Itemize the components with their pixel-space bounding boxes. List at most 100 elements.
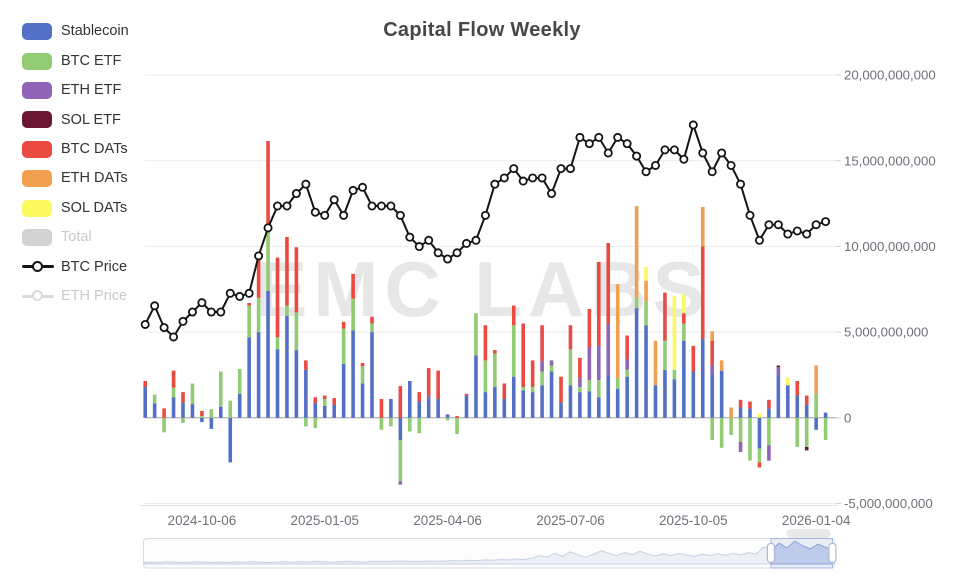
btc-price-marker <box>452 248 462 258</box>
bar-segment <box>322 395 327 399</box>
watermark: EMC LABS <box>255 245 710 333</box>
btc-price-marker <box>216 307 226 317</box>
bar-segment <box>615 388 620 418</box>
legend-item-btc-etf[interactable]: BTC ETF <box>22 46 129 75</box>
bar-segment <box>341 321 346 329</box>
legend-item-eth-etf[interactable]: ETH ETF <box>22 76 129 105</box>
sol-dats-swatch-icon <box>22 199 52 217</box>
bar-segment <box>597 345 601 381</box>
bar-segment <box>597 261 601 346</box>
datazoom-data-shadow <box>144 540 834 565</box>
legend-item-total[interactable]: Total <box>22 223 129 252</box>
bar-segment <box>663 292 667 341</box>
bar-segment <box>587 308 592 348</box>
y-axis-label: 20,000,000,000 <box>844 68 936 83</box>
bar-segment <box>729 417 733 435</box>
bar-segment <box>625 369 629 377</box>
bar-segment <box>162 408 166 418</box>
legend-label: ETH Price <box>61 287 128 304</box>
bar-segment <box>606 242 611 324</box>
bar-segment <box>181 392 185 403</box>
bar-segment <box>417 392 422 402</box>
bar-segment <box>530 392 535 418</box>
bar-segment <box>389 417 393 427</box>
btc-price-marker <box>537 173 547 183</box>
bar-segment <box>606 323 611 375</box>
bar-segment <box>483 392 488 418</box>
bar-segment <box>143 386 147 418</box>
legend-label: SOL DATs <box>61 199 128 216</box>
datazoom-handle-right[interactable] <box>828 542 837 564</box>
bar-segment <box>266 290 270 418</box>
btc-price-marker <box>783 229 793 239</box>
bar-segment <box>190 383 195 405</box>
bar-segment <box>757 417 762 449</box>
bar-segment <box>748 401 752 409</box>
bar-segment <box>814 417 818 430</box>
bar-segment <box>209 417 214 429</box>
bar-segment <box>474 355 478 418</box>
btc-price-marker <box>358 182 368 192</box>
legend-label: ETH ETF <box>61 82 122 99</box>
bar-segment <box>445 417 450 421</box>
legend-item-sol-dats[interactable]: SOL DATs <box>22 193 129 222</box>
btc-price-marker <box>802 229 812 239</box>
sol-etf-swatch-icon <box>22 111 52 129</box>
btc-price-marker <box>424 235 434 245</box>
bar-segment <box>530 360 535 387</box>
bar-segment <box>171 370 176 388</box>
legend-item-sol-etf[interactable]: SOL ETF <box>22 105 129 134</box>
y-axis-label: 15,000,000,000 <box>844 153 936 168</box>
bar-segment <box>615 378 620 389</box>
bar-segment <box>408 417 412 432</box>
legend-item-btc-dats[interactable]: BTC DATs <box>22 135 129 164</box>
bar-segment <box>304 417 308 427</box>
bar-segment <box>738 407 743 418</box>
bar-segment <box>370 323 374 333</box>
bar-segment <box>587 347 592 381</box>
bar-segment <box>644 280 648 302</box>
btc-price-marker <box>471 235 481 245</box>
legend-item-eth-dats[interactable]: ETH DATs <box>22 164 129 193</box>
bar-segment <box>304 360 308 370</box>
bar-segment <box>398 386 403 418</box>
bar-segment <box>351 298 355 331</box>
bar-segment <box>483 360 488 393</box>
bar-segment <box>417 401 422 418</box>
btc-price-marker <box>348 185 358 195</box>
datazoom-slider[interactable] <box>143 529 837 569</box>
legend-item-stablecoin[interactable]: Stablecoin <box>22 17 129 46</box>
btc-price-marker <box>367 201 377 211</box>
bar-segment <box>426 398 431 418</box>
bar-segment <box>493 350 497 354</box>
bar-segment <box>578 392 582 418</box>
bar-segment <box>398 481 403 485</box>
bar-segment <box>767 417 771 446</box>
bar-segment <box>285 305 289 316</box>
bar-segment <box>757 448 762 463</box>
bar-segment <box>682 340 686 418</box>
btc-price-marker <box>594 132 604 142</box>
btc-price-marker <box>310 207 320 217</box>
bar-segment <box>559 376 563 403</box>
bar-segment <box>360 366 365 384</box>
bar-segment <box>152 394 157 404</box>
bar-segment <box>644 325 648 418</box>
bar-segment <box>634 297 639 309</box>
btc-price-marker <box>282 201 292 211</box>
datazoom-handle-left[interactable] <box>766 542 776 564</box>
bar-segment <box>644 301 648 326</box>
bar-segment <box>682 313 686 324</box>
bar-segment <box>776 374 781 418</box>
btc-price-marker <box>679 154 689 164</box>
bar-segment <box>540 325 544 362</box>
btc-price-marker <box>244 288 254 298</box>
datazoom-window[interactable] <box>770 538 833 569</box>
bar-segment <box>587 380 592 392</box>
bar-segment <box>804 395 809 405</box>
legend-item-btc-price[interactable]: BTC Price <box>22 252 129 281</box>
bar-segment <box>568 325 573 350</box>
legend-item-eth-price[interactable]: ETH Price <box>22 282 129 311</box>
btc-price-marker <box>811 220 821 230</box>
bar-segment <box>171 397 176 418</box>
